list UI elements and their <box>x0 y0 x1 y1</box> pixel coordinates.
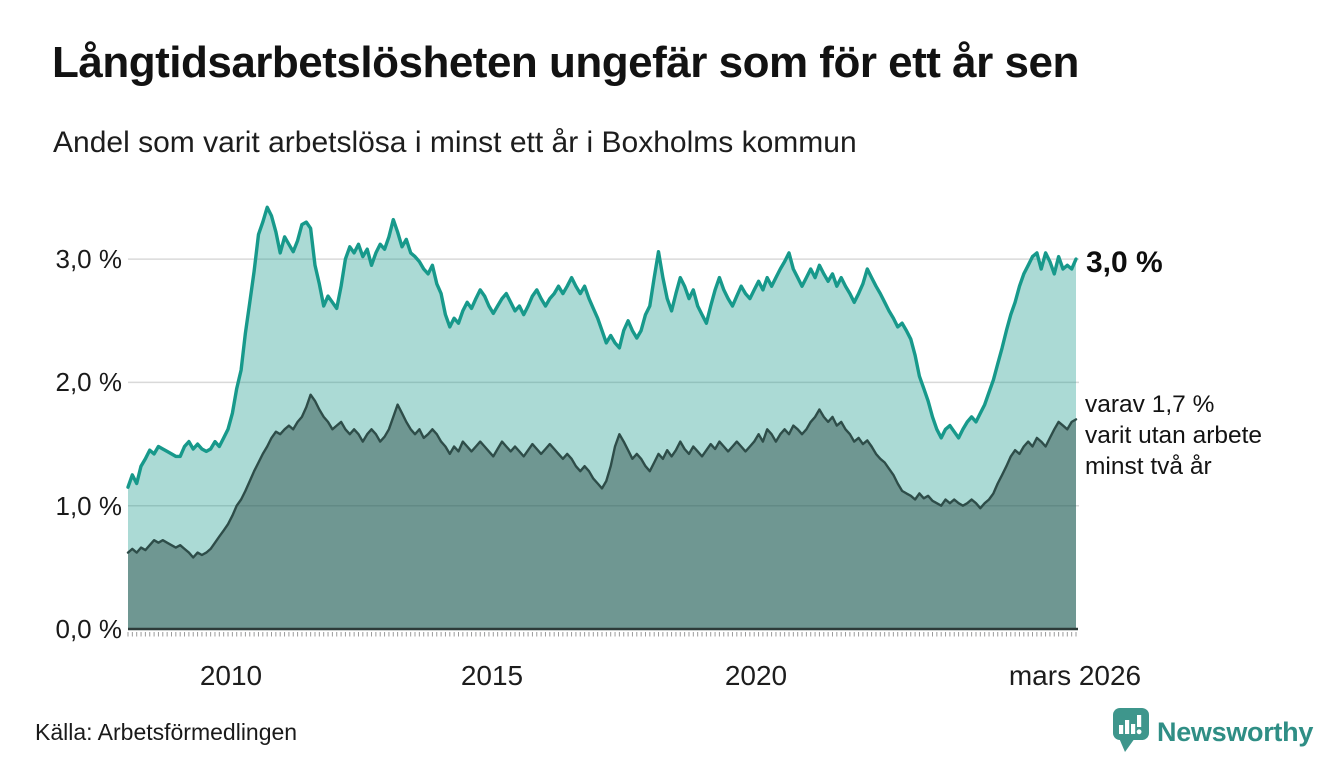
x-tick-2010: 2010 <box>199 660 263 691</box>
y-tick-1: 1,0 % <box>55 491 123 521</box>
end-note-line-2: varit utan arbete <box>1085 422 1263 449</box>
page-title: Långtidsarbetslösheten ungefär som för e… <box>52 38 1079 87</box>
x-tick-2020: 2020 <box>724 660 788 691</box>
end-value-label: 3,0 % <box>1086 246 1163 279</box>
source-credit: Källa: Arbetsförmedlingen <box>35 719 298 745</box>
newsworthy-logo-icon <box>1113 708 1149 752</box>
page-subtitle: Andel som varit arbetslösa i minst ett å… <box>53 126 857 159</box>
y-tick-3: 3,0 % <box>55 244 123 274</box>
x-tick-mars-2026: mars 2026 <box>1008 660 1142 691</box>
end-note-line-1: varav 1,7 % <box>1085 391 1215 418</box>
end-note-label: varav 1,7 % varit utan arbete minst två … <box>1085 389 1262 482</box>
newsworthy-logo-text: Newsworthy <box>1157 717 1314 747</box>
y-tick-2: 2,0 % <box>55 367 123 397</box>
y-tick-0: 0,0 % <box>55 614 123 644</box>
x-tick-2015: 2015 <box>460 660 524 691</box>
end-note-line-3: minst två år <box>1085 453 1212 480</box>
